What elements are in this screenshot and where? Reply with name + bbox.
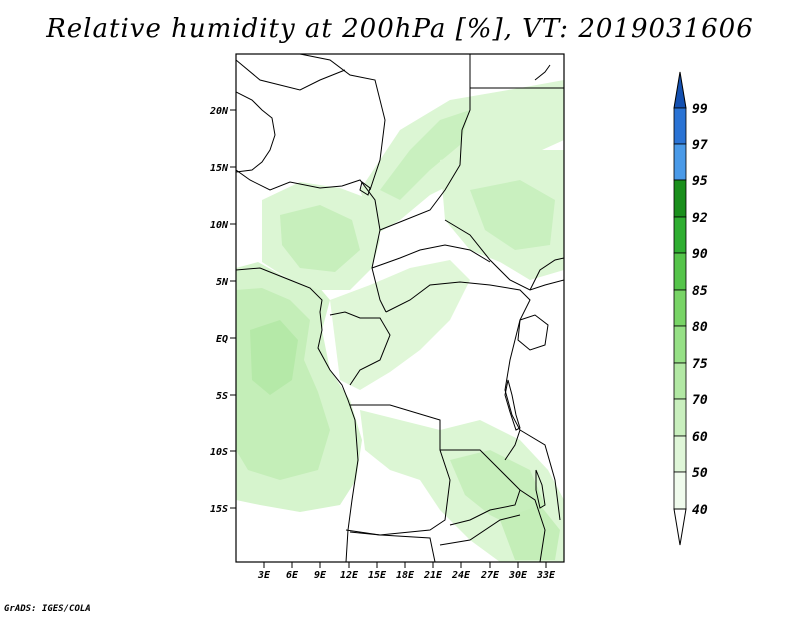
colorbar: 99 97 95 92 90 85 80 75 70 60 50 40 xyxy=(673,71,708,546)
lon-label: 33E xyxy=(536,570,556,581)
lat-label: 15N xyxy=(210,163,229,174)
shade-east-inner xyxy=(470,180,555,250)
colorbar-label: 70 xyxy=(692,393,708,408)
lon-label: 6E xyxy=(286,570,299,581)
map-frame xyxy=(235,53,565,563)
coastline-west xyxy=(236,91,276,173)
humidity-shading xyxy=(236,80,564,562)
lat-label: 10N xyxy=(210,220,229,231)
lon-label: 9E xyxy=(314,570,327,581)
lat-label: 20N xyxy=(209,106,229,117)
colorbar-segment xyxy=(673,398,687,437)
lon-label: 12E xyxy=(340,570,359,581)
border-namibia xyxy=(345,514,521,562)
border-mozambique xyxy=(519,489,546,562)
border-tanzania xyxy=(519,429,561,521)
colorbar-segment xyxy=(673,362,687,400)
lon-label: 27E xyxy=(480,570,500,581)
lake-chad xyxy=(359,181,371,196)
lat-label: 5S xyxy=(216,391,228,402)
shade-sudan-inner xyxy=(380,110,470,200)
border-libya-west xyxy=(236,59,346,91)
colorbar-label: 80 xyxy=(692,320,708,335)
border-zambia xyxy=(440,449,521,526)
shade-mozambique xyxy=(500,505,560,560)
colorbar-segment xyxy=(673,107,687,145)
border-drc-north xyxy=(385,281,531,341)
lon-axis: 3E 6E 9E 12E 15E 18E 21E 24E 27E 30E 33E xyxy=(257,562,556,581)
border-chad xyxy=(379,54,471,231)
border-car xyxy=(371,244,491,269)
lat-axis: 20N 15N 10N 5N EQ 5S 10S 15S xyxy=(209,106,236,515)
colorbar-label: 60 xyxy=(692,430,708,445)
lon-label: 15E xyxy=(368,570,387,581)
colorbar-label: 97 xyxy=(692,138,708,153)
lat-label: 15S xyxy=(210,504,228,515)
lon-label: 18E xyxy=(396,570,415,581)
lake-malawi xyxy=(535,469,546,509)
colorbar-segment xyxy=(673,325,687,364)
chart-title: Relative humidity at 200hPa [%], VT: 201… xyxy=(46,14,754,44)
borders xyxy=(236,54,564,562)
colorbar-segment xyxy=(673,252,687,291)
border-egypt xyxy=(469,54,564,110)
lon-label: 24E xyxy=(451,570,471,581)
colorbar-label: 95 xyxy=(692,174,708,189)
lat-label: 10S xyxy=(210,447,228,458)
border-drc-east xyxy=(504,339,521,461)
colorbar-segment xyxy=(673,289,687,327)
colorbar-label: 75 xyxy=(692,357,708,372)
colorbar-segment xyxy=(673,216,687,254)
footer-credit: GrADS: IGES/COLA xyxy=(4,604,91,614)
lat-label: EQ xyxy=(216,334,228,345)
colorbar-top-triangle xyxy=(673,71,687,109)
red-sea-coast xyxy=(534,64,551,81)
lake-tanganyika xyxy=(504,379,521,431)
colorbar-label: 40 xyxy=(692,503,708,518)
lon-label: 3E xyxy=(257,570,271,581)
shade-southeast-inner xyxy=(450,450,545,530)
colorbar-segment xyxy=(673,179,687,218)
border-angola xyxy=(349,404,451,536)
colorbar-label: 50 xyxy=(692,466,708,481)
colorbar-label: 99 xyxy=(692,102,708,117)
shade-west-spot xyxy=(250,320,298,395)
lon-label: 21E xyxy=(423,570,443,581)
colorbar-segment xyxy=(673,435,687,473)
border-sudan-south xyxy=(444,219,564,291)
border-libya xyxy=(299,54,386,191)
colorbar-label: 85 xyxy=(692,284,708,299)
border-congo xyxy=(329,311,391,386)
colorbar-segment xyxy=(673,143,687,181)
border-sahel xyxy=(236,169,387,313)
lon-label: 30E xyxy=(508,570,528,581)
lat-label: 5N xyxy=(216,277,229,288)
shade-nigeria-inner xyxy=(280,205,360,272)
lake-victoria xyxy=(517,314,549,351)
coastline-gulf xyxy=(236,267,359,562)
colorbar-bottom-triangle xyxy=(673,508,687,546)
shade-central xyxy=(330,260,470,390)
colorbar-label: 90 xyxy=(692,247,708,262)
colorbar-segment xyxy=(673,471,687,510)
colorbar-label: 92 xyxy=(692,211,708,226)
border-ethiopia xyxy=(529,257,564,291)
